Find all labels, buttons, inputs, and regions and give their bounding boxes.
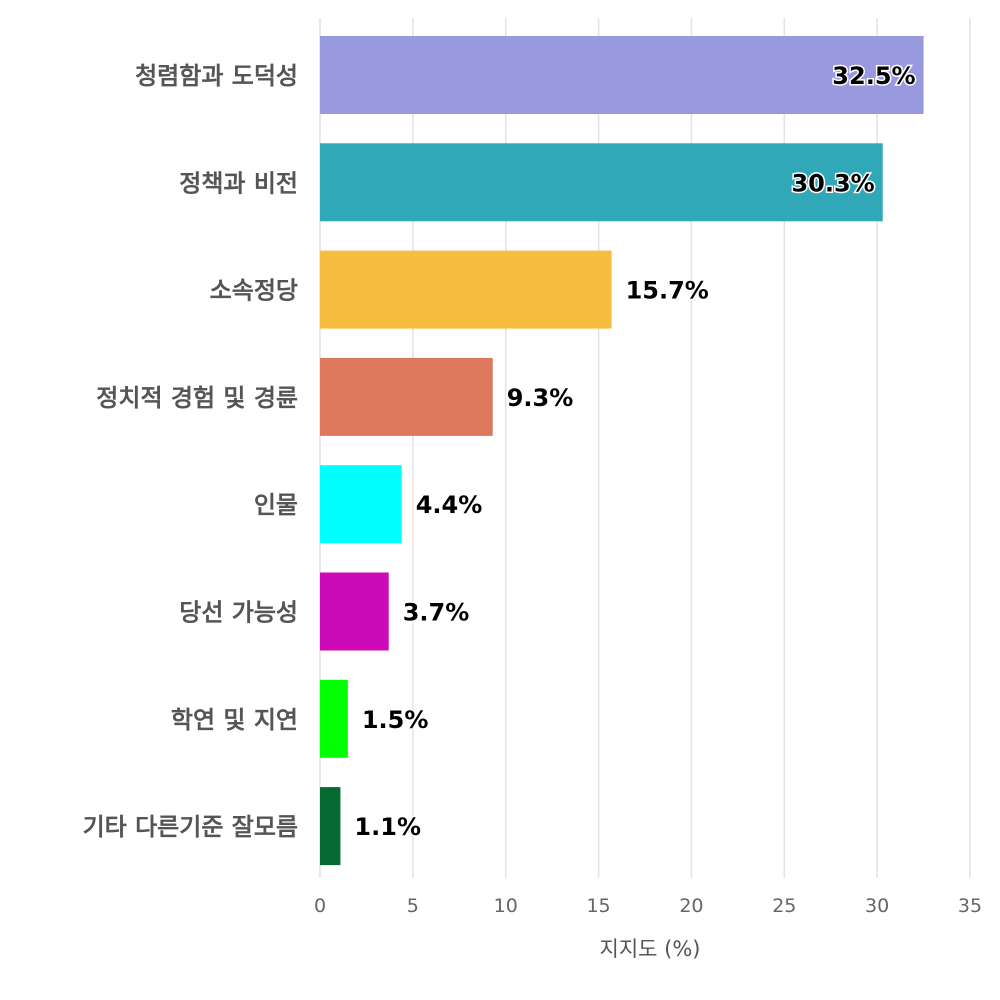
bar [320,465,402,544]
value-labels: 32.5% 30.3% 15.7% 9.3% 4.4% 3.7% 1.5% 1.1% [353,61,917,843]
category-label: 인물 [254,491,298,519]
category-label: 청렴함과 도덕성 [135,62,298,90]
category-label: 정치적 경험 및 경륜 [96,384,298,412]
category-label: 소속정당 [210,277,298,305]
x-tick-label: 20 [679,895,703,917]
value-label: 3.7% [403,599,470,627]
x-tick-label: 10 [494,895,518,917]
bar [320,250,612,329]
value-label: 1.1% [354,813,421,841]
bar [320,787,341,866]
bar [320,36,924,114]
x-tick-label: 5 [407,895,419,917]
category-label: 정책과 비전 [179,169,298,197]
x-tick-label: 0 [314,895,326,917]
x-axis-title: 지지도 (%) [600,937,701,961]
bars [320,36,924,866]
value-label: 32.5% [832,62,915,90]
value-label: 30.3% [791,169,874,197]
category-label: 학연 및 지연 [171,706,298,734]
x-tick-label: 30 [865,895,889,917]
x-tick-labels: 0 5 10 15 20 25 30 35 [314,895,982,917]
bar [320,679,348,758]
value-label: 15.7% [626,277,709,305]
bar [320,357,493,436]
x-tick-label: 15 [586,895,610,917]
value-label: 1.5% [362,706,429,734]
value-label: 9.3% [507,384,574,412]
x-tick-label: 35 [958,895,982,917]
bar [320,143,883,222]
bar [320,572,389,651]
category-label: 기타 다른기준 잘모름 [83,813,298,841]
value-label: 4.4% [416,491,483,519]
category-label: 당선 가능성 [179,599,298,627]
x-tick-label: 25 [772,895,796,917]
